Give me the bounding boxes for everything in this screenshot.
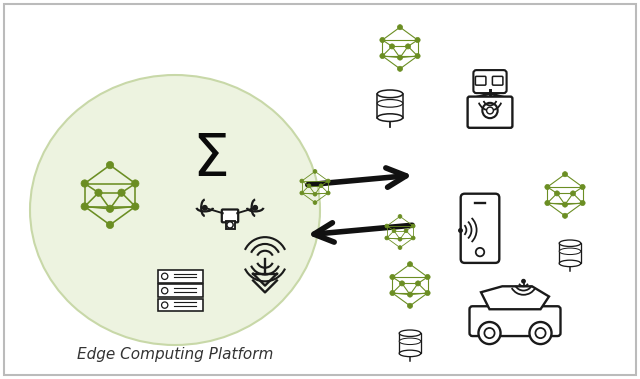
Circle shape <box>106 221 114 229</box>
Circle shape <box>484 328 495 338</box>
Circle shape <box>398 237 402 241</box>
FancyBboxPatch shape <box>225 221 234 229</box>
Circle shape <box>392 229 396 233</box>
Circle shape <box>81 203 88 210</box>
Circle shape <box>319 184 323 188</box>
Circle shape <box>563 213 568 218</box>
Circle shape <box>227 222 233 228</box>
FancyBboxPatch shape <box>157 299 202 312</box>
Circle shape <box>380 53 385 59</box>
Circle shape <box>385 224 388 228</box>
Circle shape <box>563 172 568 177</box>
Circle shape <box>412 236 415 240</box>
Circle shape <box>81 180 88 187</box>
Ellipse shape <box>399 350 421 357</box>
Circle shape <box>399 281 404 286</box>
Circle shape <box>132 180 139 187</box>
FancyBboxPatch shape <box>461 194 499 263</box>
FancyBboxPatch shape <box>559 243 581 263</box>
Circle shape <box>389 44 394 49</box>
Circle shape <box>385 236 388 240</box>
Circle shape <box>313 169 317 173</box>
Circle shape <box>483 103 498 118</box>
Circle shape <box>479 322 500 344</box>
Circle shape <box>580 185 585 190</box>
Circle shape <box>529 322 552 344</box>
Circle shape <box>545 185 550 190</box>
FancyBboxPatch shape <box>399 333 421 353</box>
Circle shape <box>106 205 114 213</box>
FancyBboxPatch shape <box>470 306 561 336</box>
Text: $\Sigma$: $\Sigma$ <box>193 132 228 188</box>
Circle shape <box>390 274 395 280</box>
Circle shape <box>326 191 330 195</box>
FancyBboxPatch shape <box>377 94 403 117</box>
Circle shape <box>95 189 102 196</box>
Circle shape <box>563 202 568 207</box>
Ellipse shape <box>559 260 581 267</box>
Ellipse shape <box>559 248 581 255</box>
Circle shape <box>300 179 304 183</box>
Circle shape <box>300 191 304 195</box>
Ellipse shape <box>399 338 421 345</box>
Circle shape <box>132 203 139 210</box>
Circle shape <box>408 303 413 309</box>
Circle shape <box>397 66 403 71</box>
Circle shape <box>326 179 330 183</box>
FancyBboxPatch shape <box>468 97 513 128</box>
Circle shape <box>522 279 525 283</box>
Circle shape <box>118 189 125 196</box>
FancyBboxPatch shape <box>222 210 238 222</box>
Ellipse shape <box>377 100 403 107</box>
Ellipse shape <box>399 330 421 337</box>
Circle shape <box>554 191 559 196</box>
Circle shape <box>570 191 575 196</box>
Polygon shape <box>481 286 549 309</box>
Ellipse shape <box>377 90 403 98</box>
Circle shape <box>404 229 408 233</box>
Ellipse shape <box>559 240 581 246</box>
Circle shape <box>390 290 395 296</box>
FancyBboxPatch shape <box>157 270 202 283</box>
Circle shape <box>545 200 550 205</box>
Circle shape <box>106 161 114 169</box>
Circle shape <box>202 205 207 210</box>
FancyBboxPatch shape <box>474 70 507 93</box>
FancyBboxPatch shape <box>157 284 202 297</box>
Circle shape <box>412 224 415 228</box>
Circle shape <box>408 292 413 297</box>
Ellipse shape <box>30 75 320 345</box>
Circle shape <box>406 44 411 49</box>
Circle shape <box>486 107 493 114</box>
Circle shape <box>397 55 403 60</box>
Circle shape <box>425 274 430 280</box>
Circle shape <box>415 38 420 42</box>
Ellipse shape <box>377 114 403 121</box>
Circle shape <box>380 38 385 42</box>
Circle shape <box>425 290 430 296</box>
Circle shape <box>313 192 317 196</box>
Circle shape <box>398 215 402 218</box>
Circle shape <box>307 184 311 188</box>
FancyBboxPatch shape <box>492 76 503 85</box>
FancyBboxPatch shape <box>476 76 486 85</box>
Circle shape <box>408 262 413 267</box>
Circle shape <box>313 200 317 205</box>
Circle shape <box>580 200 585 205</box>
Circle shape <box>415 281 420 286</box>
Circle shape <box>415 53 420 59</box>
Circle shape <box>398 246 402 249</box>
Circle shape <box>397 25 403 30</box>
Circle shape <box>253 205 257 210</box>
Circle shape <box>536 328 545 338</box>
Text: Edge Computing Platform: Edge Computing Platform <box>77 348 273 362</box>
